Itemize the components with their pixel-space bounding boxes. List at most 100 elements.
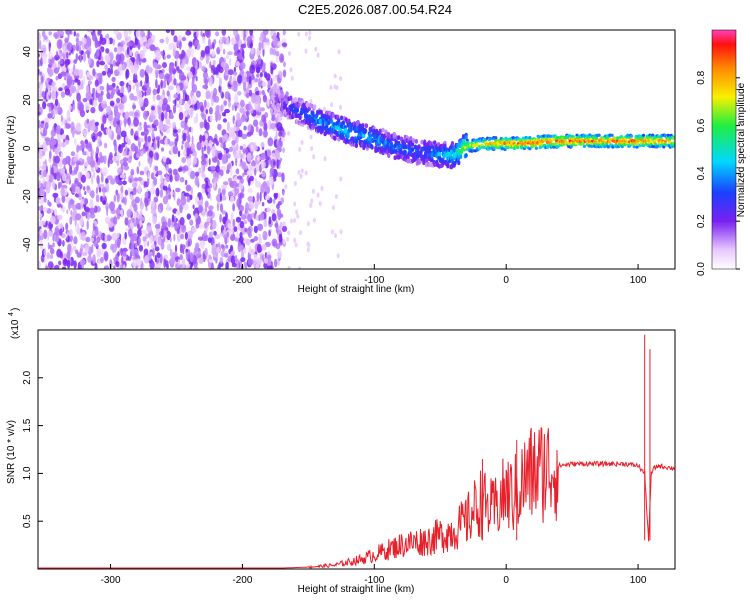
noise-cell xyxy=(235,156,238,167)
noise-cell xyxy=(276,122,283,132)
noise-cell xyxy=(121,256,124,265)
noise-cell xyxy=(165,30,171,34)
noise-cell xyxy=(85,236,91,243)
noise-cell xyxy=(155,136,161,141)
ridge-cell xyxy=(459,154,463,160)
ridge-cell xyxy=(439,143,443,149)
noise-cell xyxy=(274,193,278,200)
noise-cell xyxy=(157,106,162,116)
noise-cell xyxy=(79,218,84,226)
noise-cell xyxy=(202,84,209,90)
noise-cell xyxy=(139,216,145,222)
y-tick-label: 0 xyxy=(22,145,33,151)
noise-cell xyxy=(43,196,47,203)
noise-cell xyxy=(245,92,250,99)
noise-cell xyxy=(61,172,67,182)
noise-cell xyxy=(179,177,185,183)
noise-cell xyxy=(184,231,188,240)
noise-cell xyxy=(229,180,234,188)
noise-cell xyxy=(258,41,262,51)
noise-cell xyxy=(293,201,297,207)
noise-cell xyxy=(309,202,313,208)
noise-cell xyxy=(100,248,104,256)
noise-cell xyxy=(134,37,139,46)
noise-cell xyxy=(270,66,274,75)
noise-cell xyxy=(60,168,66,174)
noise-cell xyxy=(120,247,124,257)
noise-cell xyxy=(306,241,310,247)
noise-cell xyxy=(274,149,280,159)
noise-cell xyxy=(111,87,116,96)
noise-cell xyxy=(234,187,240,194)
noise-cell xyxy=(106,105,112,116)
noise-cell xyxy=(41,147,48,152)
x-tick-label: -200 xyxy=(232,275,252,286)
noise-cell xyxy=(66,109,71,119)
noise-cell xyxy=(157,84,161,92)
noise-cell xyxy=(96,175,100,184)
noise-cell xyxy=(162,185,168,191)
noise-cell xyxy=(161,147,164,152)
noise-cell xyxy=(269,136,272,147)
noise-cell xyxy=(177,258,180,267)
noise-cell xyxy=(204,30,210,37)
noise-cell xyxy=(249,30,254,36)
noise-cell xyxy=(247,196,254,202)
noise-cell xyxy=(207,237,212,243)
noise-cell xyxy=(329,85,333,90)
noise-cell xyxy=(47,230,53,237)
noise-cell xyxy=(113,30,119,36)
noise-cell xyxy=(135,30,141,39)
colorbar-label: Normalized spectral amplitude xyxy=(736,82,747,217)
noise-cell xyxy=(66,75,73,86)
noise-cell xyxy=(38,103,41,108)
noise-cell xyxy=(261,254,264,262)
noise-cell xyxy=(66,209,69,214)
noise-cell xyxy=(58,87,63,92)
noise-cell xyxy=(76,252,82,258)
noise-cell xyxy=(38,260,41,269)
spectrogram-frame xyxy=(37,29,676,270)
noise-cell xyxy=(185,56,189,65)
noise-cell xyxy=(283,61,286,68)
noise-cell xyxy=(277,192,281,201)
noise-cell xyxy=(228,177,232,183)
noise-cell xyxy=(261,244,267,251)
noise-cell xyxy=(273,198,276,204)
noise-cell xyxy=(48,42,51,52)
noise-cell xyxy=(163,254,169,259)
noise-cell xyxy=(137,177,143,182)
noise-cell xyxy=(53,67,60,74)
ridge-cell xyxy=(313,104,317,110)
noise-cell xyxy=(238,236,244,244)
noise-cell xyxy=(216,47,221,55)
noise-cell xyxy=(140,150,144,157)
noise-cell xyxy=(140,197,143,206)
noise-cell xyxy=(123,157,128,162)
noise-cell xyxy=(47,77,51,82)
noise-cell xyxy=(128,80,132,85)
ridge-cell xyxy=(328,111,332,116)
noise-cell xyxy=(70,121,75,132)
noise-cell xyxy=(259,212,265,221)
noise-cell xyxy=(334,233,337,239)
ridge-cell xyxy=(414,139,418,144)
noise-cell xyxy=(264,38,270,43)
noise-cell xyxy=(280,137,286,142)
noise-cell xyxy=(300,168,304,174)
snr-panel: -300 -200 -100 0 100 0.5 1.0 1.5 2.0 Height of … xyxy=(6,308,676,595)
noise-cell xyxy=(92,32,97,42)
ridge-cell xyxy=(362,145,366,151)
noise-cell xyxy=(306,247,310,253)
ridge-cell xyxy=(446,161,450,167)
noise-cell xyxy=(261,171,266,178)
noise-cell xyxy=(45,139,51,146)
ridge-cell xyxy=(603,145,607,149)
noise-cell xyxy=(208,107,213,115)
noise-cell xyxy=(116,112,121,117)
noise-cell xyxy=(72,104,76,111)
noise-cell xyxy=(253,119,259,127)
noise-cell xyxy=(248,169,253,178)
noise-cell xyxy=(140,80,143,87)
noise-cell xyxy=(86,185,90,191)
